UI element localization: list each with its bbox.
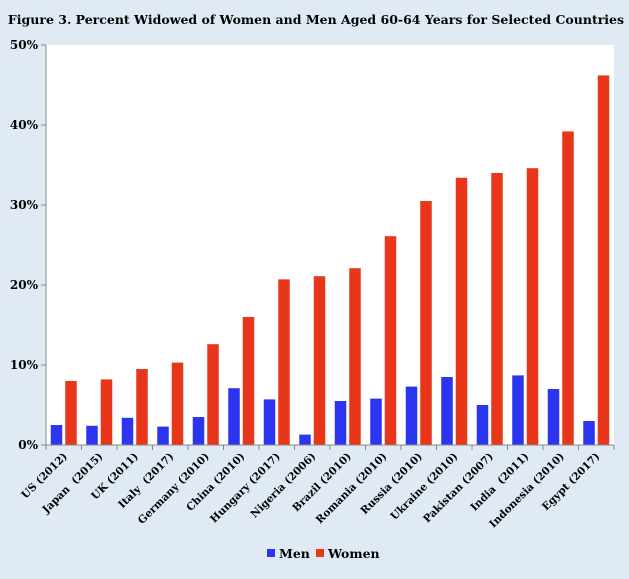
bar-men-0 — [50, 425, 63, 445]
bar-women-9 — [384, 236, 397, 445]
y-tick-label: 10% — [10, 358, 39, 372]
bar-women-5 — [242, 317, 255, 445]
bar-women-7 — [313, 276, 326, 445]
bar-women-1 — [100, 379, 113, 445]
bar-men-3 — [157, 426, 169, 445]
bar-women-12 — [491, 173, 503, 445]
legend-label-women: Women — [327, 546, 380, 561]
bar-men-12 — [476, 405, 489, 445]
bar-men-11 — [441, 377, 453, 445]
bar-women-2 — [136, 369, 148, 445]
bar-women-15 — [597, 75, 610, 446]
bar-women-10 — [420, 201, 432, 445]
bar-women-0 — [65, 381, 77, 445]
bars — [50, 75, 610, 446]
y-tick-label: 50% — [10, 38, 39, 52]
bar-women-14 — [562, 131, 574, 445]
chart-title: Figure 3. Percent Widowed of Women and M… — [8, 12, 624, 27]
bar-men-14 — [547, 389, 560, 445]
bar-men-1 — [86, 425, 98, 445]
legend-swatch-women — [316, 549, 324, 557]
bar-men-6 — [263, 399, 276, 445]
bar-women-3 — [171, 362, 184, 445]
legend: Men Women — [267, 546, 380, 561]
legend-label-men: Men — [279, 546, 310, 561]
legend-swatch-men — [267, 549, 275, 557]
bar-men-15 — [583, 421, 595, 445]
bar-women-13 — [526, 168, 539, 445]
bar-women-6 — [278, 279, 290, 445]
bar-women-11 — [455, 177, 468, 446]
y-tick-label: 30% — [10, 198, 39, 212]
y-axis: 0% 10% 20% 30% 40% 50% — [10, 38, 47, 452]
y-tick-label: 0% — [18, 438, 38, 452]
bar-men-13 — [512, 375, 524, 445]
bar-men-7 — [299, 434, 311, 445]
bar-women-4 — [207, 344, 219, 445]
bar-men-10 — [405, 386, 418, 445]
bar-men-2 — [121, 417, 134, 445]
y-tick-label: 20% — [10, 278, 39, 292]
bar-men-5 — [228, 388, 240, 445]
bar-women-8 — [349, 268, 361, 445]
y-tick-label: 40% — [10, 118, 39, 132]
bar-men-9 — [370, 398, 382, 445]
bar-men-4 — [192, 417, 205, 445]
bar-men-8 — [334, 401, 347, 445]
